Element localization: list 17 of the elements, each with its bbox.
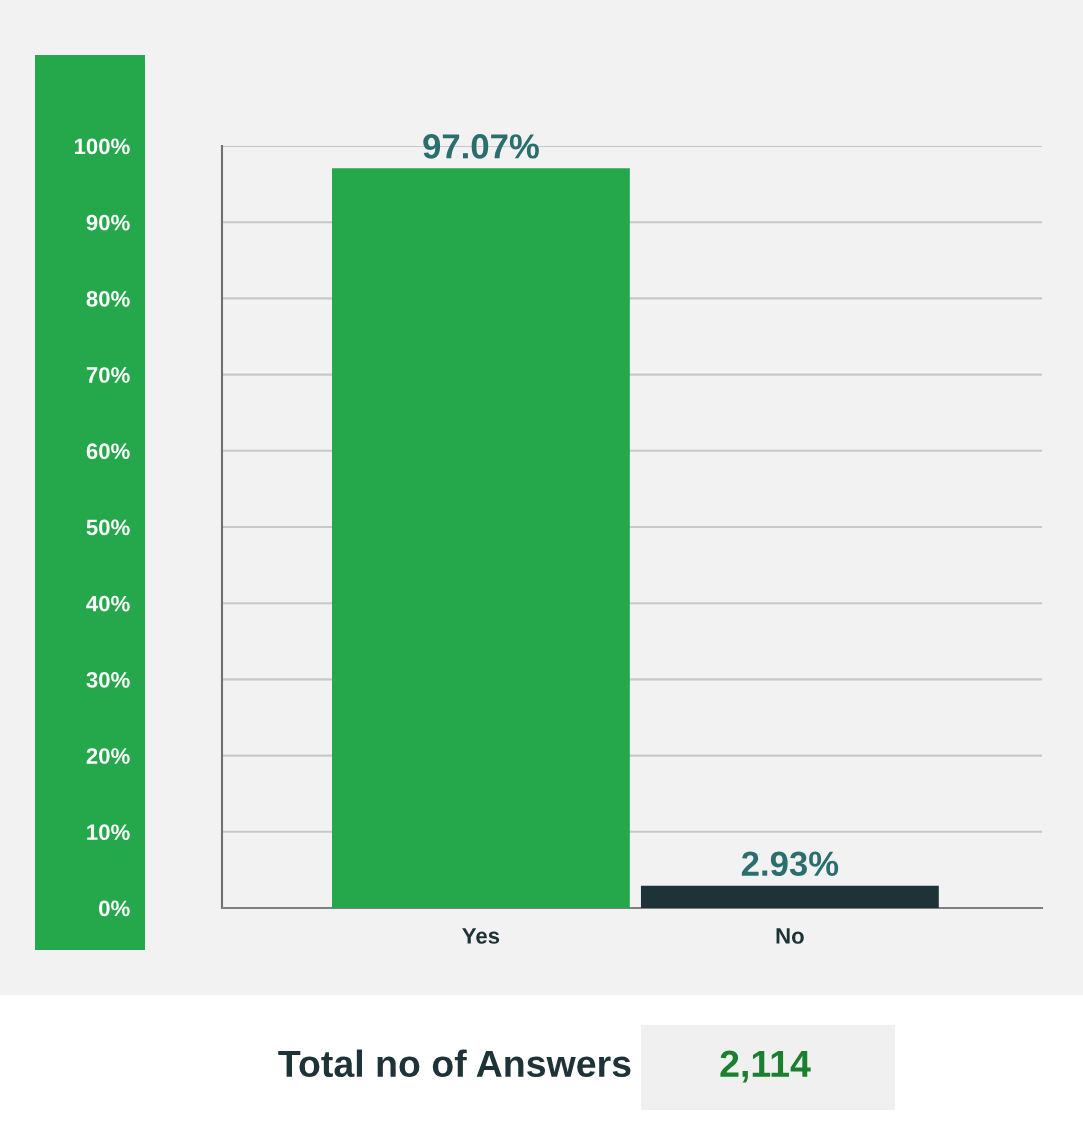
data-label: 2.93% bbox=[741, 851, 839, 877]
y-tick-label: 90% bbox=[86, 214, 130, 231]
text: 2,114 bbox=[720, 1050, 811, 1083]
y-tick-label: 60% bbox=[86, 443, 130, 460]
data-label: 97.07% bbox=[423, 134, 539, 159]
y-tick-label: 100% bbox=[74, 138, 130, 155]
y-tick-label: 30% bbox=[86, 671, 130, 688]
y-tick-label: 50% bbox=[86, 519, 130, 536]
y-tick-label: 0% bbox=[99, 900, 130, 917]
x-tick-label: Yes bbox=[462, 928, 500, 944]
y-tick-label: 80% bbox=[86, 290, 130, 307]
text: Total no of Answers bbox=[278, 1049, 631, 1078]
x-tick-label: No bbox=[776, 928, 804, 944]
y-tick-label: 40% bbox=[86, 595, 130, 612]
y-tick-label: 10% bbox=[87, 824, 130, 841]
y-tick-label: 20% bbox=[86, 748, 130, 764]
y-tick-label: 70% bbox=[86, 367, 130, 383]
